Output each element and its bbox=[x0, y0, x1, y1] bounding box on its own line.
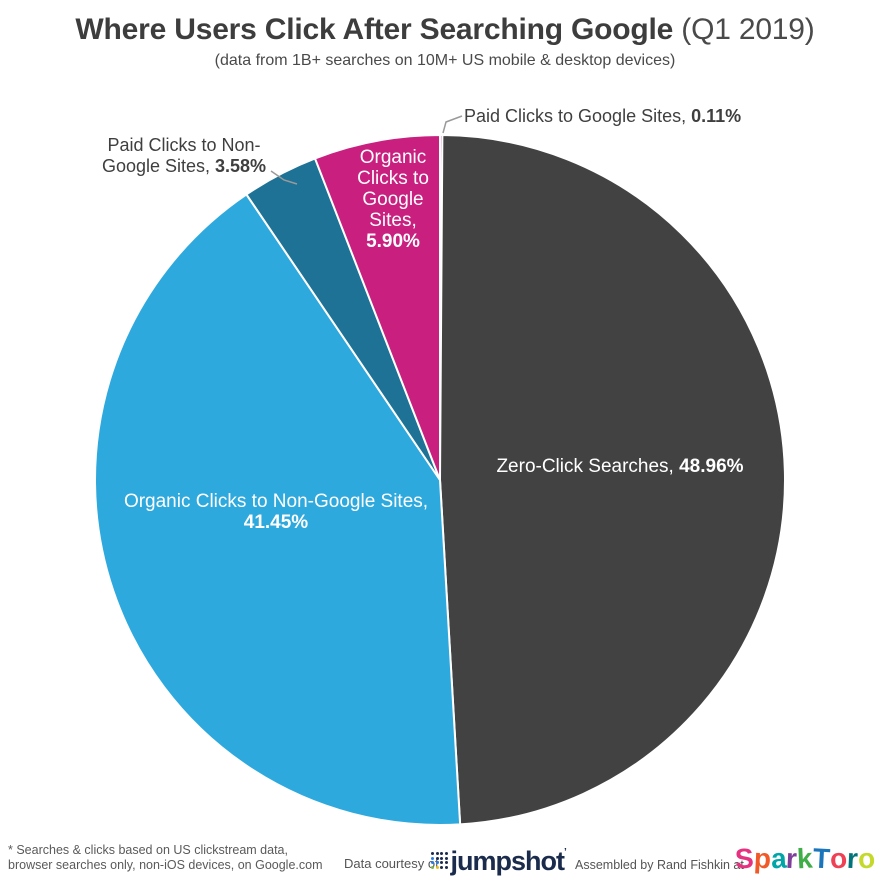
sparktoro-letter: k bbox=[796, 842, 814, 875]
data-courtesy-text: Data courtesy of bbox=[344, 856, 439, 871]
title-period: (Q1 2019) bbox=[673, 13, 815, 46]
label-organic-clicks-google: Organic Clicks to Google Sites, 5.90% bbox=[342, 147, 444, 252]
footnote-line2: browser searches only, non-iOS devices, … bbox=[8, 858, 323, 872]
label-text: Google Sites, bbox=[101, 156, 215, 176]
pie-slice-zero-click-searches bbox=[439, 134, 786, 826]
label-zero-click-searches: Zero-Click Searches, 48.96% bbox=[450, 456, 790, 477]
jumpshot-logo: jumpshot ’ bbox=[431, 846, 567, 876]
pie-slice-organic-clicks-to-google-sites bbox=[314, 134, 441, 481]
sparktoro-logo: SparkToro bbox=[734, 842, 876, 875]
label-text: Paid Clicks to Non- bbox=[107, 135, 261, 155]
sparktoro-letter: p bbox=[752, 842, 772, 875]
label-text: Zero-Click Searches, bbox=[496, 456, 680, 477]
sparktoro-letter: o bbox=[857, 842, 876, 875]
jumpshot-wordmark: jumpshot bbox=[450, 846, 565, 876]
sparktoro-letter: o bbox=[829, 842, 848, 875]
page-title: Where Users Click After Searching Google… bbox=[0, 13, 890, 47]
label-paid-clicks-non-google: Paid Clicks to Non- Google Sites, 3.58% bbox=[92, 135, 276, 177]
assembled-by-text: Assembled by Rand Fishkin at bbox=[575, 858, 744, 872]
jumpshot-dots-icon bbox=[431, 852, 448, 869]
label-organic-clicks-non-google: Organic Clicks to Non-Google Sites, 41.4… bbox=[95, 491, 457, 533]
label-value: 5.90% bbox=[366, 231, 420, 252]
pie-slice-organic-clicks-to-non-google-sites bbox=[94, 193, 462, 826]
leader-line-paid-google bbox=[442, 115, 463, 134]
footnote: * Searches & clicks based on US clickstr… bbox=[8, 843, 323, 873]
label-text: Organic Clicks to Google Sites, bbox=[357, 147, 429, 231]
footnote-line1: * Searches & clicks based on US clickstr… bbox=[8, 843, 288, 857]
label-value: 3.58% bbox=[215, 156, 267, 176]
leader-line-paid-non-google bbox=[270, 170, 298, 185]
label-paid-clicks-google: Paid Clicks to Google Sites, 0.11% bbox=[464, 106, 741, 127]
label-value: 48.96% bbox=[679, 456, 744, 477]
label-value: 0.11% bbox=[691, 106, 742, 126]
sparktoro-letter: S bbox=[734, 842, 755, 875]
page-subtitle: (data from 1B+ searches on 10M+ US mobil… bbox=[214, 52, 676, 69]
sparktoro-letter: T bbox=[812, 842, 831, 875]
label-text: Paid Clicks to Google Sites, bbox=[464, 106, 692, 126]
jumpshot-trademark: ’ bbox=[564, 847, 567, 858]
title-main: Where Users Click After Searching Google bbox=[75, 13, 674, 46]
label-text: Organic Clicks to Non-Google Sites, bbox=[123, 491, 429, 512]
label-value: 41.45% bbox=[243, 512, 309, 533]
